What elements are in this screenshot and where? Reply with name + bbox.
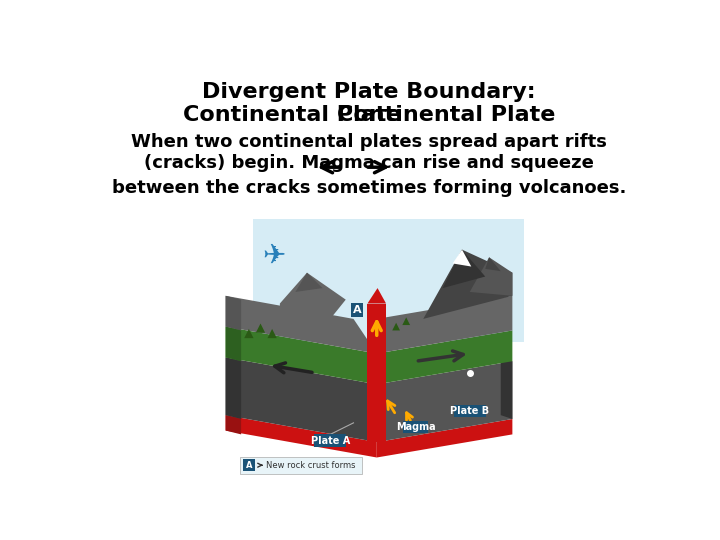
Text: ✈: ✈ [262, 242, 285, 270]
Polygon shape [280, 273, 346, 319]
Polygon shape [485, 257, 500, 271]
Text: Continental Plate: Continental Plate [183, 105, 401, 125]
FancyBboxPatch shape [240, 457, 362, 474]
Polygon shape [423, 249, 513, 319]
Polygon shape [377, 330, 513, 384]
Polygon shape [253, 219, 524, 342]
FancyBboxPatch shape [314, 434, 346, 447]
Polygon shape [367, 288, 386, 303]
Text: (cracks) begin. Magma can rise and squeeze: (cracks) begin. Magma can rise and squee… [144, 154, 594, 172]
Polygon shape [500, 357, 513, 419]
Polygon shape [225, 327, 377, 384]
Text: A: A [353, 305, 361, 315]
Polygon shape [225, 327, 241, 361]
Polygon shape [244, 329, 253, 338]
Polygon shape [402, 318, 410, 325]
Text: New rock crust forms: New rock crust forms [266, 462, 356, 470]
Text: between the cracks sometimes forming volcanoes.: between the cracks sometimes forming vol… [112, 179, 626, 197]
Polygon shape [377, 361, 513, 442]
Polygon shape [295, 273, 323, 292]
Polygon shape [225, 415, 241, 434]
Polygon shape [256, 323, 265, 333]
Text: Continental Plate: Continental Plate [337, 105, 555, 125]
FancyBboxPatch shape [351, 303, 364, 316]
Polygon shape [367, 303, 386, 442]
Polygon shape [392, 323, 400, 330]
Polygon shape [225, 357, 241, 419]
Polygon shape [225, 415, 377, 457]
Text: Plate B: Plate B [450, 406, 490, 416]
Polygon shape [225, 357, 377, 442]
FancyBboxPatch shape [402, 421, 428, 433]
Polygon shape [225, 296, 377, 354]
Polygon shape [225, 296, 241, 330]
FancyBboxPatch shape [243, 459, 255, 471]
Polygon shape [377, 419, 513, 457]
Text: Magma: Magma [396, 422, 436, 431]
Text: When two continental plates spread apart rifts: When two continental plates spread apart… [131, 132, 607, 151]
Text: A: A [246, 461, 252, 470]
Polygon shape [443, 249, 485, 288]
Text: Divergent Plate Boundary:: Divergent Plate Boundary: [202, 82, 536, 102]
Polygon shape [469, 257, 513, 296]
Polygon shape [267, 329, 276, 338]
Polygon shape [453, 249, 472, 267]
Text: Plate A: Plate A [310, 436, 350, 446]
FancyBboxPatch shape [454, 405, 486, 417]
Polygon shape [377, 296, 513, 354]
